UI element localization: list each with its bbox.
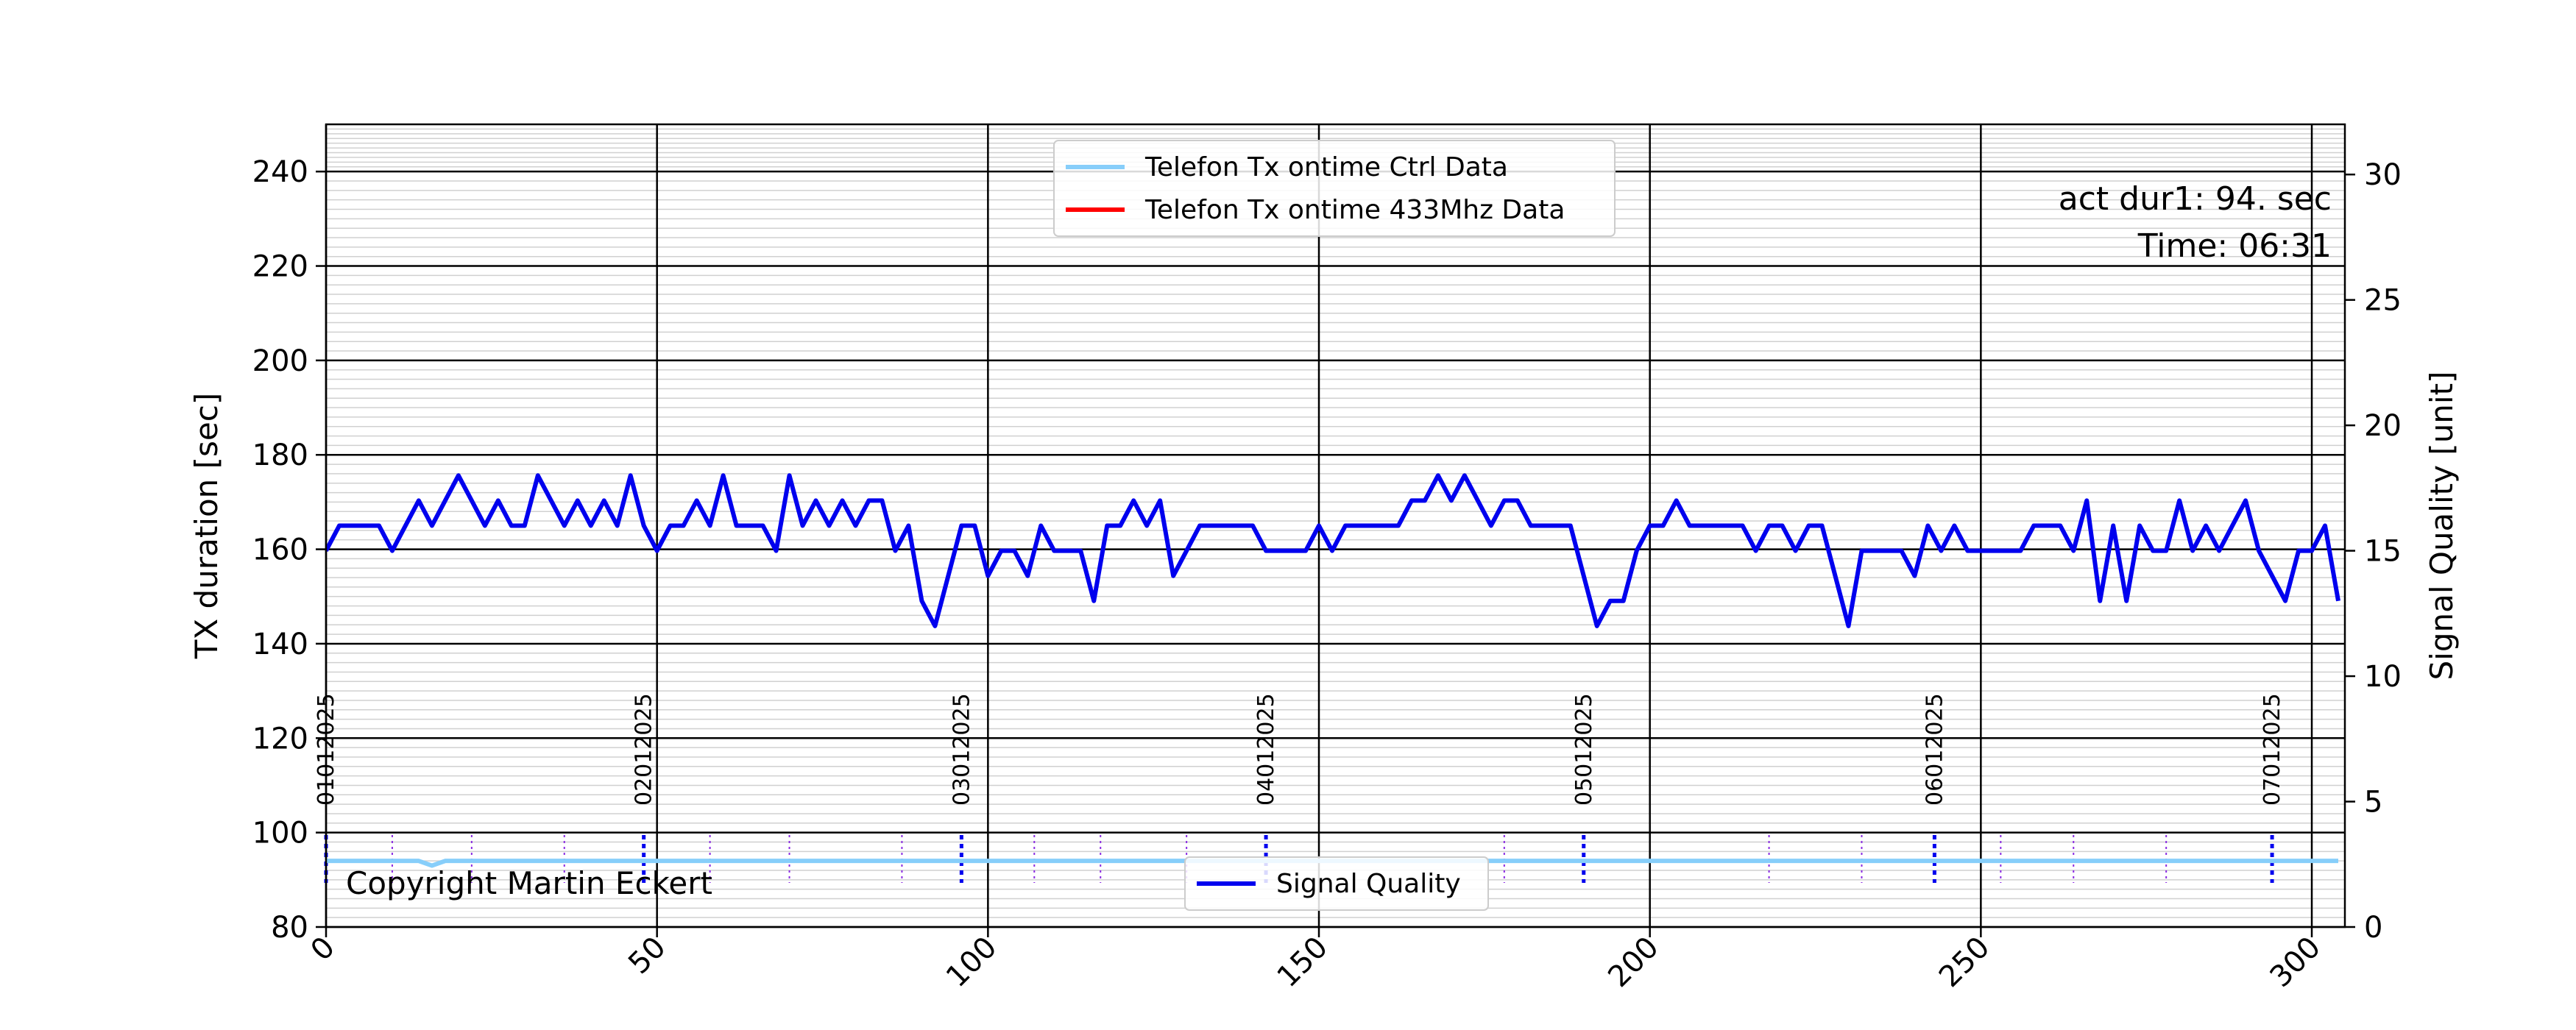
legend-label: Signal Quality: [1276, 869, 1461, 899]
info-text: Time: 06:31: [2137, 227, 2332, 265]
series-line: [326, 473, 2340, 628]
series-line: [326, 859, 2339, 868]
y-tick-label: 240: [252, 155, 308, 189]
y-tick-label: 140: [252, 628, 308, 661]
legend-label: Telefon Tx ontime Ctrl Data: [1144, 152, 1508, 182]
y-tick-label: 200: [252, 344, 308, 378]
y-tick-label: 160: [252, 533, 308, 567]
y2-tick-label: 5: [2364, 786, 2382, 820]
y-tick-label: 180: [252, 438, 308, 472]
date-marker-label: 05012025: [1571, 693, 1597, 806]
y-axis-label: TX duration [sec]: [188, 393, 224, 659]
y2-tick-label: 15: [2364, 535, 2402, 569]
y-tick-label: 120: [252, 722, 308, 756]
legend-box: [1184, 856, 1489, 911]
y2-tick-label: 20: [2364, 409, 2402, 443]
date-marker-label: 03012025: [949, 693, 974, 806]
date-marker-label: 07012025: [2260, 693, 2285, 806]
y2-axis-label: Signal Quality [unit]: [2424, 372, 2460, 681]
y2-tick-label: 10: [2364, 660, 2402, 694]
date-marker-label: 02012025: [631, 693, 657, 806]
copyright: Copyright Martin Eckert: [346, 865, 712, 901]
date-marker-label: 06012025: [1922, 693, 1947, 806]
legend-label: Telefon Tx ontime 433Mhz Data: [1144, 195, 1565, 225]
y-tick-label: 100: [252, 817, 308, 850]
axes-frame: [325, 123, 2346, 928]
y-tick-label: 220: [252, 250, 308, 284]
legend-box: [1053, 140, 1616, 237]
date-marker-label: 04012025: [1253, 693, 1279, 806]
info-text: act dur1: 94. sec: [2059, 180, 2332, 218]
y2-tick-label: 0: [2364, 911, 2382, 945]
y2-tick-label: 25: [2364, 284, 2402, 318]
y2-tick-label: 30: [2364, 158, 2402, 192]
y-tick-label: 80: [271, 911, 308, 945]
